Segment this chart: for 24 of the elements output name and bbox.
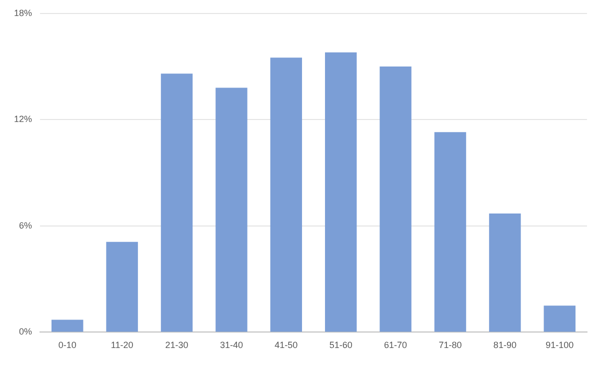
x-tick-label: 71-80 bbox=[438, 340, 462, 350]
y-tick-label: 12% bbox=[14, 114, 32, 124]
x-tick-label: 0-10 bbox=[58, 340, 76, 350]
bar bbox=[216, 88, 248, 332]
x-tick-label: 81-90 bbox=[493, 340, 516, 350]
x-tick-label: 31-40 bbox=[220, 340, 243, 350]
bar bbox=[160, 74, 193, 332]
bar bbox=[380, 66, 412, 332]
bar bbox=[270, 58, 302, 332]
y-tick-label: 18% bbox=[14, 8, 32, 18]
x-tick-label: 21-30 bbox=[165, 340, 188, 350]
bar bbox=[106, 242, 138, 332]
x-tick-label: 51-60 bbox=[329, 340, 352, 350]
y-tick-label: 0% bbox=[19, 326, 32, 337]
x-tick-label: 41-50 bbox=[274, 340, 298, 350]
x-tick-label: 61-70 bbox=[384, 340, 408, 350]
bar bbox=[324, 52, 357, 332]
x-tick-label: 11-20 bbox=[110, 340, 134, 350]
y-tick-label: 6% bbox=[19, 220, 32, 230]
bar bbox=[489, 214, 521, 332]
x-tick-label: 91-100 bbox=[546, 340, 574, 350]
bar bbox=[434, 132, 466, 332]
bar bbox=[544, 306, 576, 332]
bar bbox=[52, 320, 84, 332]
